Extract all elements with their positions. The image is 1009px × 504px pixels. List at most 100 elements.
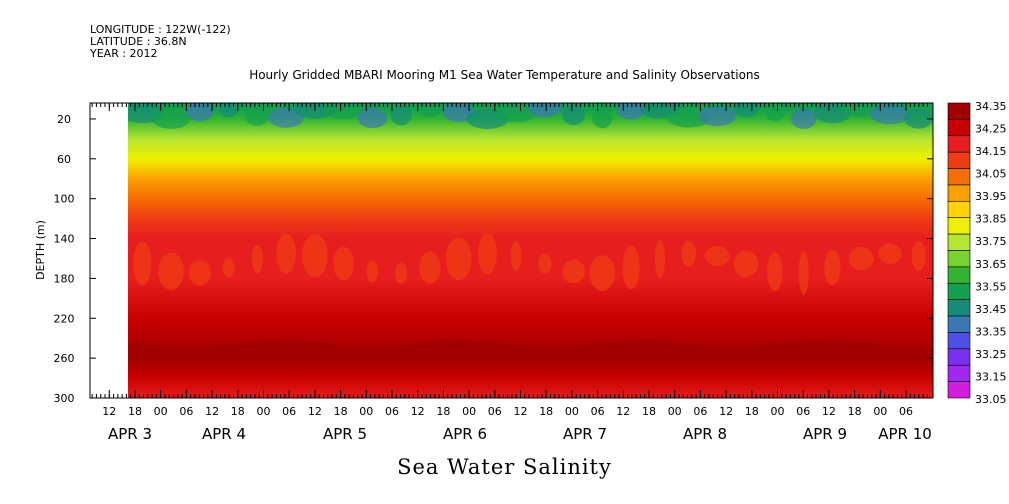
- mid-depth-lobe: [654, 239, 665, 279]
- bottom-title: Sea Water Salinity: [397, 455, 612, 479]
- x-date-label: APR 6: [443, 425, 487, 443]
- x-tick-label: 18: [231, 405, 245, 418]
- x-date-label: APR 7: [563, 425, 607, 443]
- x-tick-label: 12: [513, 405, 527, 418]
- longitude-label: LONGITUDE : 122W(-122): [90, 23, 231, 36]
- mid-depth-lobe: [510, 240, 522, 271]
- x-date-label: APR 10: [878, 425, 932, 443]
- surface-patch: [418, 103, 441, 118]
- y-tick-label: 220: [54, 312, 75, 325]
- colorbar-cell: [947, 151, 971, 169]
- latitude-label: LATITUDE : 36.8N: [90, 35, 187, 48]
- colorbar-label: 33.35: [975, 325, 1007, 338]
- x-tick-label: 00: [462, 405, 476, 418]
- mid-depth-lobe: [366, 260, 379, 283]
- x-tick-label: 00: [154, 405, 168, 418]
- surface-patch: [869, 104, 910, 125]
- x-tick-label: 00: [668, 405, 682, 418]
- colorbar-cell: [947, 348, 971, 366]
- surface-patch: [357, 108, 388, 129]
- x-tick-label: 00: [565, 405, 579, 418]
- x-tick-label: 00: [359, 405, 373, 418]
- mid-depth-lobe: [251, 244, 263, 274]
- x-tick-label: 06: [693, 405, 707, 418]
- colorbar-cell: [947, 184, 971, 202]
- x-date-label: APR 9: [803, 425, 847, 443]
- surface-patch: [186, 103, 214, 122]
- axes: 20 60 100 140 180 220 260 300 12 18 00 06 12 18 00 06 12…: [54, 102, 934, 443]
- colorbar-cell: [947, 102, 971, 120]
- surface-patch: [151, 108, 191, 129]
- x-tick-label: 18: [334, 405, 348, 418]
- x-tick-label: 00: [771, 405, 785, 418]
- deep-core: [896, 346, 933, 361]
- colorbar-cell: [947, 135, 971, 153]
- colorbar-label: 33.15: [975, 370, 1007, 383]
- colorbar-cell: [947, 332, 971, 350]
- mid-depth-lobe: [705, 245, 730, 266]
- surface-patch: [790, 108, 817, 129]
- mid-depth-lobe: [562, 259, 586, 284]
- surface-patch: [218, 103, 239, 118]
- x-tick-label: 12: [411, 405, 425, 418]
- surface-patch: [390, 105, 412, 126]
- mid-depth-lobe: [911, 240, 926, 272]
- y-tick-label: 140: [54, 233, 75, 246]
- mid-depth-lobe: [767, 251, 783, 292]
- colorbar-cell: [947, 233, 971, 251]
- plot-area: [128, 103, 933, 398]
- x-tick-label: 18: [128, 405, 142, 418]
- x-date-label: APR 4: [202, 425, 246, 443]
- colorbar: 34.35 34.25 34.15 34.05 33.95 33.85 33.75 33.65…: [947, 100, 1007, 406]
- mid-depth-lobe: [158, 252, 184, 290]
- x-tick-label: 12: [719, 405, 733, 418]
- mid-depth-lobe: [878, 243, 902, 264]
- surface-patch: [764, 103, 785, 122]
- x-tick-label: 06: [796, 405, 810, 418]
- colorbar-label: 33.05: [975, 393, 1007, 406]
- mid-depth-lobe: [733, 250, 759, 278]
- mid-depth-lobe: [222, 257, 235, 278]
- colorbar-label: 34.35: [975, 100, 1007, 113]
- x-tick-label: 12: [205, 405, 219, 418]
- colorbar-cell: [947, 315, 971, 333]
- chart-title: Hourly Gridded MBARI Mooring M1 Sea Wate…: [249, 68, 760, 82]
- surface-patch: [562, 105, 586, 126]
- surface-patch: [904, 108, 933, 129]
- surface-patch: [323, 103, 365, 120]
- x-tick-label: 06: [591, 405, 605, 418]
- y-tick-label: 180: [54, 272, 75, 285]
- x-tick-label: 06: [899, 405, 913, 418]
- surface-patch: [528, 103, 562, 118]
- colorbar-label: 34.15: [975, 145, 1007, 158]
- mid-depth-lobe: [589, 255, 616, 291]
- x-tick-label: 06: [282, 405, 296, 418]
- colorbar-label: 34.25: [975, 123, 1007, 136]
- mid-depth-lobe: [301, 234, 328, 278]
- colorbar-cell: [947, 266, 971, 284]
- colorbar-label: 33.75: [975, 235, 1007, 248]
- colorbar-cell: [947, 201, 971, 219]
- x-tick-label: 06: [488, 405, 502, 418]
- y-tick-label: 20: [57, 113, 71, 126]
- colorbar-cell: [947, 250, 971, 268]
- x-tick-label: 18: [436, 405, 450, 418]
- colorbar-label: 33.45: [975, 303, 1007, 316]
- colorbar-label: 33.85: [975, 213, 1007, 226]
- mid-depth-lobe: [188, 260, 211, 286]
- mid-depth-lobe: [395, 262, 408, 284]
- mid-depth-lobe: [445, 237, 472, 281]
- x-tick-label: 12: [822, 405, 836, 418]
- surface-patch: [494, 103, 538, 123]
- x-tick-label: 12: [308, 405, 322, 418]
- mid-depth-lobe: [824, 249, 841, 286]
- y-tick-label: 300: [54, 392, 75, 405]
- colorbar-cell: [947, 217, 971, 235]
- x-tick-label: 12: [102, 405, 116, 418]
- x-tick-label: 12: [616, 405, 630, 418]
- x-date-label: APR 3: [108, 425, 152, 443]
- x-tick-label: 18: [848, 405, 862, 418]
- x-date-label: APR 8: [683, 425, 727, 443]
- colorbar-label: 33.95: [975, 190, 1007, 203]
- surface-patch: [616, 103, 646, 120]
